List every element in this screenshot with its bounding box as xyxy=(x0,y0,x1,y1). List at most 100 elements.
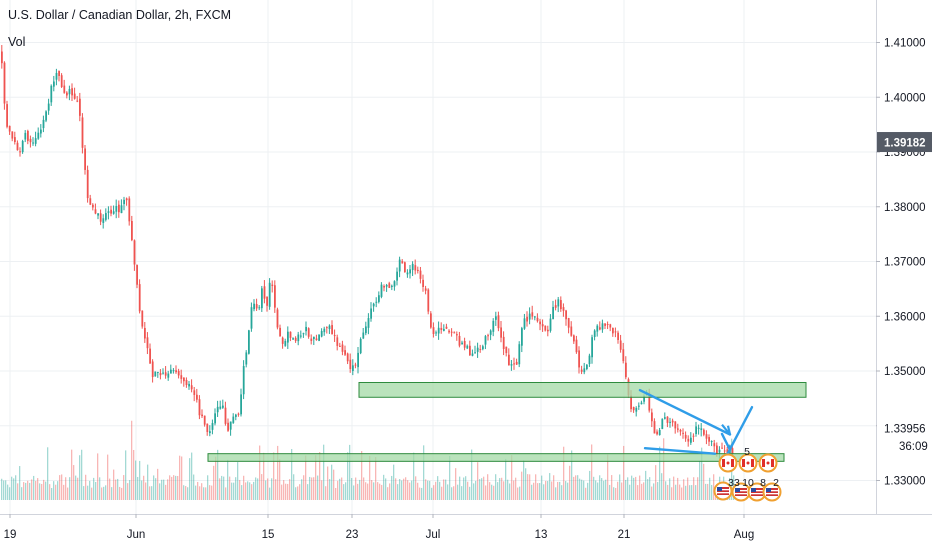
candle xyxy=(562,303,565,317)
candle xyxy=(458,331,461,348)
volume-bar xyxy=(13,478,15,500)
candle-body xyxy=(115,206,118,212)
volume-bar xyxy=(393,464,395,500)
candle xyxy=(63,79,66,94)
candle-body xyxy=(656,431,658,435)
volume-bar xyxy=(593,476,595,500)
candle xyxy=(417,266,419,274)
chart-title: U.S. Dollar / Canadian Dollar, 2h, FXCM xyxy=(8,8,232,22)
volume-bar xyxy=(701,447,703,500)
candle xyxy=(94,203,97,215)
candle xyxy=(190,379,193,393)
volume-bar xyxy=(87,485,89,500)
candle xyxy=(609,323,612,332)
candle xyxy=(567,317,570,334)
candle xyxy=(370,302,372,322)
candle-body xyxy=(339,345,341,347)
volume-bar xyxy=(581,479,583,500)
candle xyxy=(539,318,541,331)
trendline[interactable] xyxy=(643,446,717,455)
volume-bar xyxy=(385,478,387,500)
candle xyxy=(560,296,562,312)
volume-bar xyxy=(455,468,457,500)
event-badge-us[interactable] xyxy=(731,482,751,502)
event-badge-us[interactable] xyxy=(762,482,782,502)
volume-bar xyxy=(345,482,347,500)
us-flag-canton xyxy=(735,488,740,492)
volume-bar xyxy=(103,486,105,500)
event-badge-ca[interactable] xyxy=(758,453,778,473)
event-count-label: 8 xyxy=(760,477,766,489)
candle xyxy=(349,353,352,373)
volume-bar xyxy=(279,459,281,500)
candle xyxy=(666,416,669,428)
candle-body xyxy=(547,329,549,332)
candle-body xyxy=(34,138,37,144)
volume-bar xyxy=(585,487,587,500)
candle xyxy=(81,113,84,154)
volume-bar xyxy=(109,478,111,500)
candle-body xyxy=(365,326,367,334)
candle-body xyxy=(47,103,50,111)
candle-body xyxy=(328,325,331,330)
volume-bar xyxy=(41,483,43,500)
trendline[interactable] xyxy=(720,432,732,452)
candle-body xyxy=(367,318,370,328)
candle xyxy=(105,208,107,222)
event-badge-ca[interactable] xyxy=(738,453,758,473)
candle-body xyxy=(398,259,401,272)
candle-body xyxy=(632,407,635,411)
candle-body xyxy=(50,85,53,103)
resistance-zone[interactable] xyxy=(358,381,807,398)
trendline[interactable] xyxy=(638,388,732,436)
candle-body xyxy=(222,405,224,408)
ca-flag-band xyxy=(751,459,754,467)
candle xyxy=(466,344,469,350)
price-axis-label: 1.35000 xyxy=(884,366,926,378)
trendline-arrowhead[interactable] xyxy=(721,423,732,436)
candle-body xyxy=(443,328,445,331)
volume-bar xyxy=(605,479,607,500)
support-zone[interactable] xyxy=(207,453,785,462)
candle-body xyxy=(567,318,570,328)
volume-bar xyxy=(665,481,667,500)
event-badge-us[interactable] xyxy=(713,481,733,501)
volume-bar xyxy=(589,470,591,500)
candle-body xyxy=(417,269,419,271)
volume-bar xyxy=(91,487,93,500)
volume-bar xyxy=(59,475,61,500)
candle-body xyxy=(718,449,721,453)
candle xyxy=(206,423,209,436)
candle-body xyxy=(268,282,271,307)
volume-bar xyxy=(603,480,605,500)
volume-bar xyxy=(645,470,647,500)
candle-body xyxy=(86,169,89,199)
candle xyxy=(341,340,344,356)
volume-bar xyxy=(181,456,183,500)
candle xyxy=(534,315,536,321)
candle-body xyxy=(73,93,76,99)
candle xyxy=(258,305,261,311)
candle xyxy=(697,424,700,435)
volume-bar xyxy=(297,486,299,500)
volume-bar xyxy=(57,481,59,500)
candle-body xyxy=(658,430,661,436)
time-axis[interactable]: 19 Jun 15 23 Jul 13 21 Aug xyxy=(4,514,755,541)
volume-indicator-label[interactable]: Vol xyxy=(8,35,26,49)
volume-bar xyxy=(115,479,117,500)
candle-body xyxy=(469,345,471,356)
event-badge-ca[interactable] xyxy=(718,453,738,473)
volume-bar xyxy=(299,484,301,500)
candle xyxy=(284,338,287,347)
trendline[interactable] xyxy=(725,405,754,456)
candle-body xyxy=(497,315,500,329)
volume-bar xyxy=(311,477,313,500)
volume-bar xyxy=(685,485,687,500)
volume-bar xyxy=(237,462,239,500)
candle-body xyxy=(370,308,372,319)
volume-bar xyxy=(407,480,409,500)
volume-bar xyxy=(519,486,521,500)
candle-body xyxy=(320,330,323,337)
